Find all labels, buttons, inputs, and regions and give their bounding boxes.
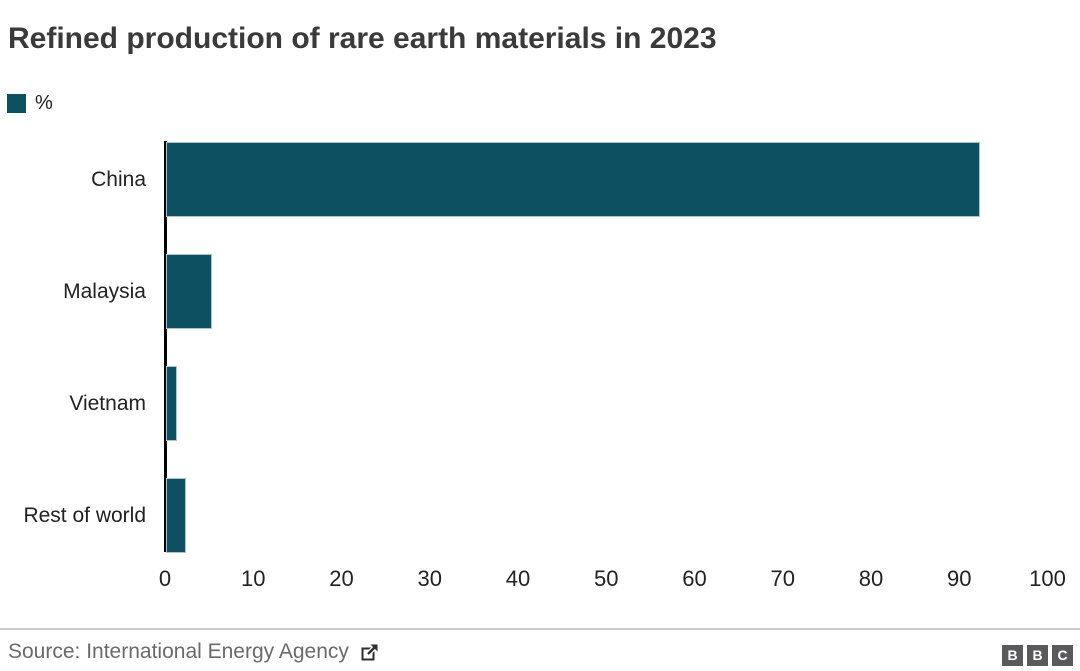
bar-row-malaysia: Malaysia	[0, 254, 1080, 329]
y-axis-line	[164, 141, 167, 552]
legend-label: %	[35, 92, 53, 114]
bbc-logo-letter: B	[1002, 645, 1023, 666]
x-tick: 40	[505, 566, 531, 591]
x-tick: 60	[682, 566, 707, 591]
x-tick: 100	[1029, 566, 1066, 591]
bar-china	[166, 142, 980, 217]
chart-title: Refined production of rare earth materia…	[8, 22, 717, 55]
bar-rest-of-world	[166, 478, 186, 553]
legend-swatch	[7, 94, 26, 113]
x-tick: 90	[947, 566, 972, 591]
x-tick: 30	[417, 566, 442, 591]
x-tick: 70	[770, 566, 795, 591]
legend: %	[7, 92, 53, 115]
bbc-logo: B B C	[1002, 645, 1073, 666]
bar-row-china: China	[0, 142, 1080, 217]
bar-row-vietnam: Vietnam	[0, 366, 1080, 441]
category-label: Rest of world	[23, 504, 146, 527]
bar-row-rest-of-world: Rest of world	[0, 478, 1080, 553]
bar-vietnam	[166, 366, 177, 441]
source-attribution: Source: International Energy Agency	[8, 640, 380, 664]
bbc-logo-letter: B	[1027, 645, 1048, 666]
category-label: Malaysia	[63, 280, 146, 303]
bar-malaysia	[165, 254, 213, 329]
footer-divider	[0, 628, 1080, 630]
external-link-icon[interactable]	[359, 642, 380, 663]
category-label: China	[91, 168, 146, 191]
bar-chart-plot: China Malaysia Vietnam Rest of world	[0, 141, 1080, 571]
x-tick: 80	[858, 566, 884, 591]
category-label: Vietnam	[69, 392, 146, 415]
x-tick: 20	[329, 566, 354, 591]
x-tick: 10	[241, 566, 266, 591]
x-tick: 50	[594, 566, 619, 591]
bbc-logo-letter: C	[1052, 645, 1073, 666]
x-axis-tick-labels: 0 10 20 30 40 50 60 70 80 90 100	[0, 566, 1080, 596]
source-text: Source: International Energy Agency	[8, 640, 349, 663]
x-tick: 0	[158, 566, 172, 591]
